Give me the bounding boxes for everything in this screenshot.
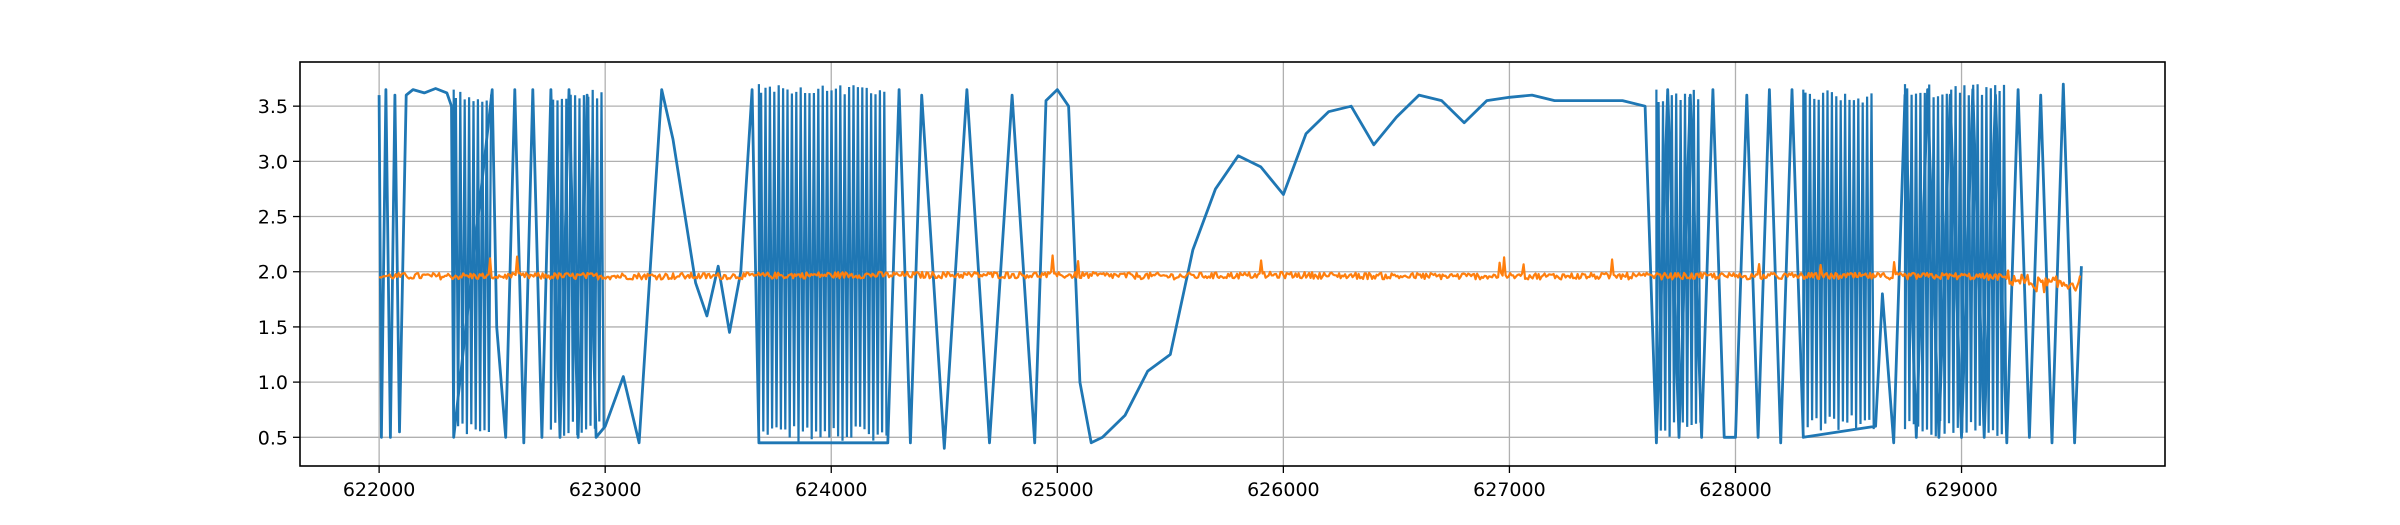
- x-tick-label: 624000: [795, 479, 868, 501]
- series-1-oscillation-band: [1655, 89, 1702, 437]
- x-tick-label: 629000: [1925, 479, 1998, 501]
- y-tick-label: 2.0: [258, 262, 288, 284]
- x-tick-label: 626000: [1247, 479, 1320, 501]
- series-1-oscillation-band: [1903, 84, 2008, 437]
- y-tick-label: 0.5: [258, 427, 288, 449]
- x-tick-label: 625000: [1021, 479, 1094, 501]
- series-1-oscillation-band: [1802, 89, 1875, 431]
- x-tick-label: 623000: [569, 479, 642, 501]
- x-tick-label: 628000: [1699, 479, 1772, 501]
- series-1-oscillation-band: [757, 84, 888, 443]
- series-1-oscillation-band: [452, 89, 493, 435]
- y-tick-label: 1.5: [258, 317, 288, 339]
- series-1-oscillation-band: [549, 89, 605, 436]
- series-1-line: [377, 82, 2083, 450]
- x-tick-label: 627000: [1473, 479, 1546, 501]
- x-tick-label: 622000: [343, 479, 416, 501]
- axis-ticks: 622000 623000 624000 625000 626000 627000 6280…: [258, 96, 1998, 501]
- y-tick-label: 3.0: [258, 151, 288, 173]
- y-tick-label: 3.5: [258, 96, 288, 118]
- plot-area-frame: [299, 61, 2166, 467]
- series-lines: [377, 82, 2083, 450]
- series-2-line: [378, 254, 2082, 294]
- y-tick-label: 2.5: [258, 207, 288, 229]
- y-tick-label: 1.0: [258, 372, 288, 394]
